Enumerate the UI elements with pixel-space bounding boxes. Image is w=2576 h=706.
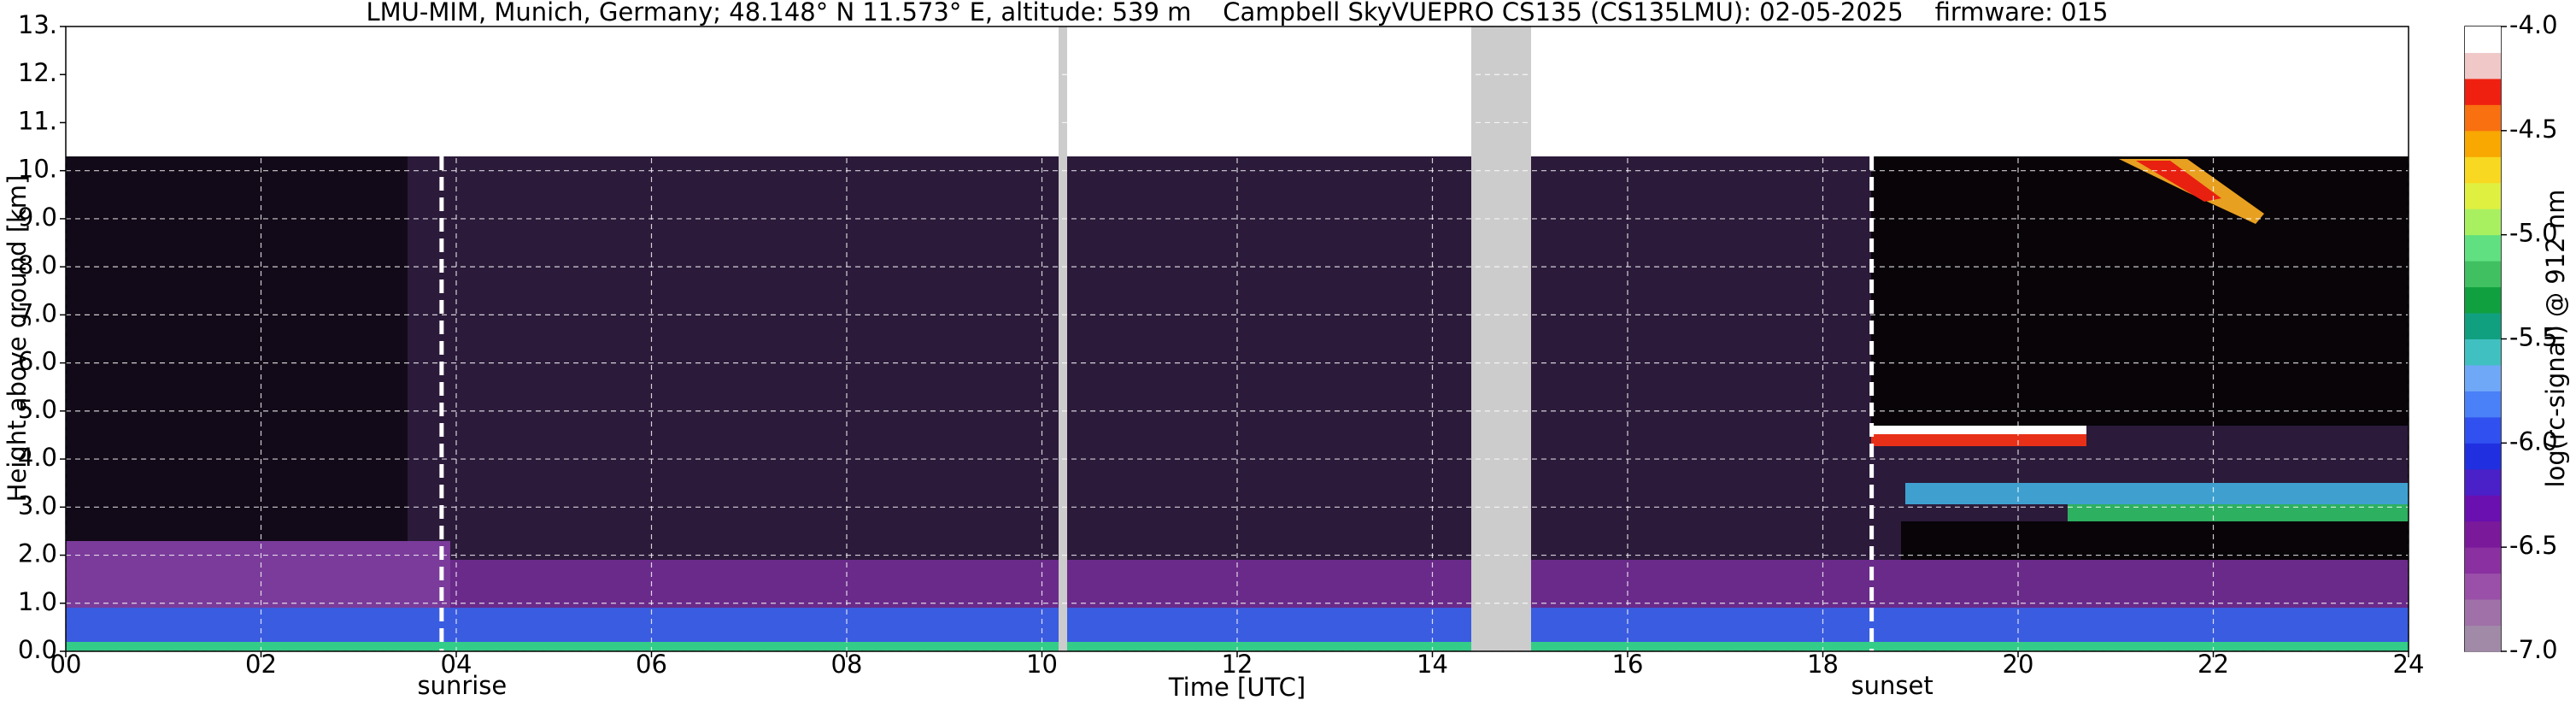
- colorbar-segment: [2465, 468, 2501, 496]
- colorbar-segment: [2465, 261, 2501, 288]
- colorbar-segment: [2465, 338, 2501, 366]
- y-tick-label: 2.0: [18, 539, 57, 568]
- colorbar-segment: [2465, 364, 2501, 391]
- colorbar-segment: [2465, 130, 2501, 157]
- colorbar-segment: [2465, 52, 2501, 79]
- colorbar-segment: [2465, 182, 2501, 209]
- colorbar-segment: [2465, 156, 2501, 184]
- colorbar-tick-label: -5.5: [2509, 323, 2558, 352]
- y-tick-label: 7.0: [18, 298, 57, 327]
- missing-data: [1059, 26, 1067, 651]
- colorbar-segment: [2465, 573, 2501, 600]
- colorbar-segment: [2465, 416, 2501, 444]
- colorbar-tick-label: -6.5: [2509, 531, 2558, 560]
- colorbar-segment: [2465, 234, 2501, 262]
- event-label: sunrise: [417, 671, 507, 700]
- colorbar-segment: [2465, 547, 2501, 574]
- y-tick-label: 1.0: [18, 587, 57, 616]
- colorbar-segment: [2465, 391, 2501, 418]
- colorbar-segment: [2465, 26, 2501, 53]
- colorbar-segment: [2465, 495, 2501, 522]
- colorbar-segment: [2465, 313, 2501, 339]
- colorbar-segment: [2465, 625, 2501, 652]
- colorbar-tick-label: -6.0: [2509, 427, 2558, 456]
- colorbar-tick-label: -4.0: [2509, 10, 2558, 39]
- signal-noise-low: [66, 156, 408, 541]
- cloud-layer: [1871, 434, 2086, 446]
- colorbar-tick-label: -5.0: [2509, 219, 2558, 248]
- colorbar-segment: [2465, 443, 2501, 470]
- cloud-layer: [1871, 426, 2086, 434]
- y-tick-label: 0.0: [18, 635, 57, 664]
- y-tick-label: 9.0: [18, 203, 57, 232]
- cloud-layer: [2068, 504, 2409, 521]
- y-tick-label: 12.: [18, 58, 57, 87]
- colorbar-segment: [2465, 521, 2501, 548]
- y-tick-label: 4.0: [18, 443, 57, 472]
- cloud-layer: [1905, 483, 2409, 504]
- chart-title: LMU-MIM, Munich, Germany; 48.148° N 11.5…: [367, 0, 2109, 26]
- ground-layer: [66, 642, 2409, 651]
- aerosol-layer: [450, 560, 2409, 608]
- colorbar-label: log(rc-signal) @ 912 nm: [2541, 190, 2570, 488]
- y-tick-label: 13.: [18, 10, 57, 39]
- y-tick-label: 6.0: [18, 347, 57, 376]
- x-axis-label: Time [UTC]: [1168, 673, 1306, 702]
- event-label: sunset: [1851, 671, 1933, 700]
- y-tick-label: 5.0: [18, 395, 57, 424]
- colorbar-tick-label: -4.5: [2509, 115, 2558, 144]
- colorbar-segment: [2465, 78, 2501, 105]
- colorbar-segment: [2465, 104, 2501, 132]
- y-tick-label: 11.: [18, 106, 57, 135]
- y-tick-label: 10.: [18, 155, 57, 184]
- colorbar-segment: [2465, 599, 2501, 627]
- missing-data: [1471, 26, 1531, 651]
- aerosol-layer: [66, 541, 450, 608]
- colorbar-segment: [2465, 209, 2501, 236]
- colorbar-segment: [2465, 286, 2501, 314]
- y-tick-label: 3.0: [18, 491, 57, 520]
- y-axis-label: Height above ground [km]: [3, 175, 32, 503]
- clear-sky: [1871, 156, 2409, 426]
- colorbar-tick-label: -7.0: [2509, 635, 2558, 664]
- y-tick-label: 8.0: [18, 250, 57, 279]
